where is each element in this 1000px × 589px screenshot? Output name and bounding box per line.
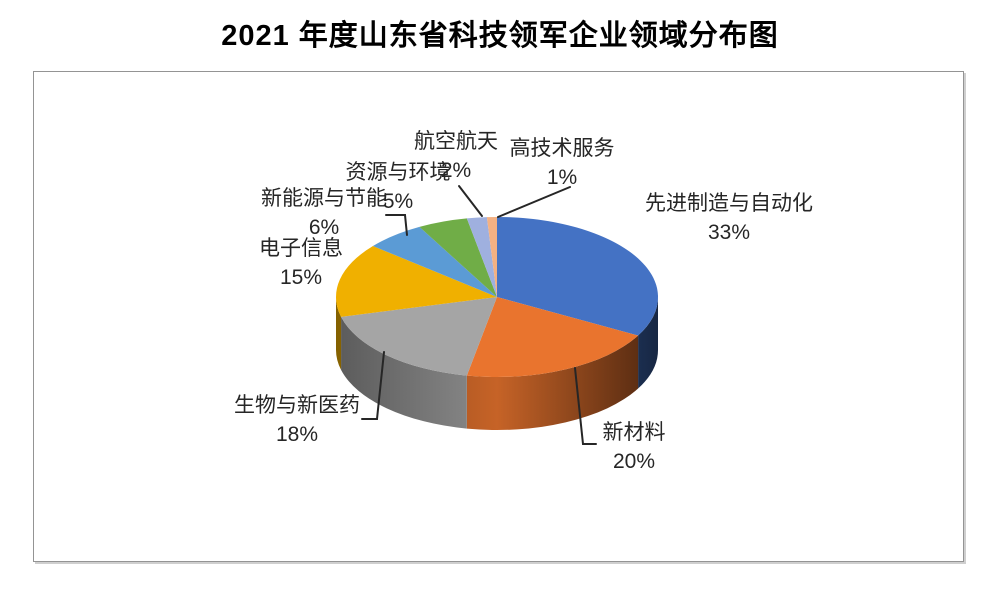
slice-label-aerospace: 航空航天 2% <box>326 127 586 185</box>
pie-slice-2 <box>341 297 497 376</box>
slice-label-advanced-manufacturing: 先进制造与自动化 33% <box>599 189 859 247</box>
slice-percent-text: 6% <box>308 216 340 239</box>
slice-percent-text: 15% <box>279 266 323 289</box>
slice-label-new-energy: 新能源与节能 6% <box>194 184 454 242</box>
pie-slice-1 <box>466 297 639 377</box>
pie-side-0 <box>638 297 658 389</box>
slice-label-text: 新能源与节能 <box>261 187 387 210</box>
pie-side-3 <box>336 297 342 370</box>
slice-label-text: 生物与新医药 <box>234 394 360 417</box>
leader-new-materials <box>574 367 597 445</box>
slice-label-resources-environment: 资源与环境 5% <box>268 158 528 216</box>
pie-slice-0 <box>497 217 658 336</box>
leader-bio-medicine <box>361 351 385 420</box>
slice-percent-text: 2% <box>440 159 472 182</box>
pie-side-2 <box>341 316 467 429</box>
leader-resources <box>385 214 408 236</box>
slice-label-electronic-info: 电子信息 15% <box>171 234 431 292</box>
pie-slice-6 <box>466 217 497 297</box>
slice-label-text: 新材料 <box>602 421 666 444</box>
slice-label-new-materials: 新材料 20% <box>504 418 764 476</box>
pie-side-1 <box>466 335 639 430</box>
leader-aerospace <box>458 185 483 217</box>
slice-percent-text: 1% <box>546 166 578 189</box>
slice-label-text: 电子信息 <box>259 237 343 260</box>
slice-label-text: 先进制造与自动化 <box>645 192 813 215</box>
slice-label-text: 航空航天 <box>414 130 498 153</box>
leader-hightech <box>497 186 571 218</box>
chart-title: 2021 年度山东省科技领军企业领域分布图 <box>221 20 779 52</box>
slice-label-text: 资源与环境 <box>345 161 451 184</box>
slice-percent-text: 18% <box>275 423 319 446</box>
slice-label-hightech-services: 高技术服务 1% <box>432 134 692 192</box>
pie-slice-7 <box>486 217 497 297</box>
pie-slice-5 <box>419 218 497 297</box>
slice-percent-text: 20% <box>612 450 656 473</box>
pie-slice-4 <box>372 226 497 297</box>
slice-percent-text: 33% <box>707 221 751 244</box>
pie-slice-3 <box>336 246 497 317</box>
slice-label-text: 高技术服务 <box>509 137 615 160</box>
slice-percent-text: 5% <box>382 190 414 213</box>
slice-label-bio-medicine: 生物与新医药 18% <box>167 391 427 449</box>
